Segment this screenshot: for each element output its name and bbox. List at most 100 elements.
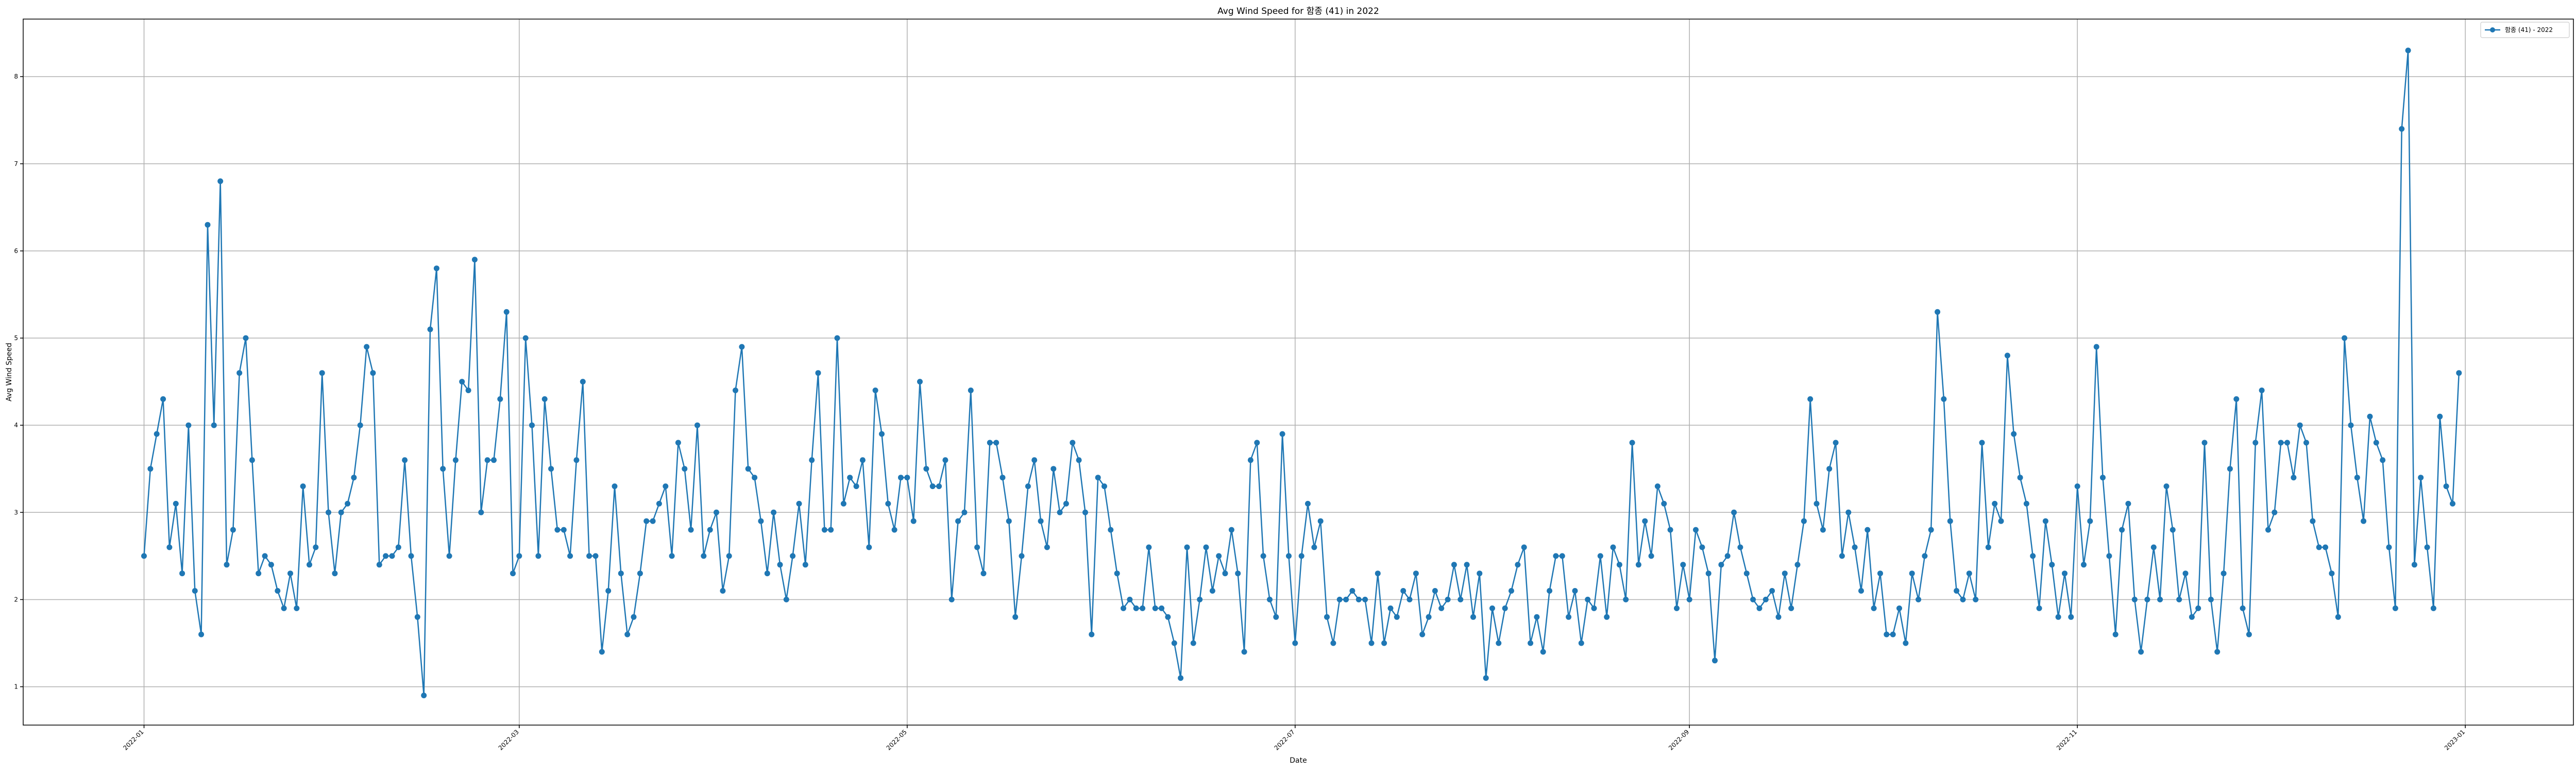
data-point <box>834 335 840 341</box>
data-point <box>2361 518 2367 524</box>
data-point <box>2100 475 2106 481</box>
data-point <box>707 527 713 533</box>
data-point <box>1686 596 1692 602</box>
data-point <box>160 396 166 402</box>
data-point <box>1979 440 1985 446</box>
data-point <box>1852 544 1858 550</box>
data-point <box>2354 475 2360 481</box>
data-point <box>1298 553 1304 559</box>
data-point <box>275 588 281 594</box>
data-point <box>2405 47 2411 54</box>
data-point <box>1152 605 1158 611</box>
data-point <box>1865 527 1871 533</box>
data-point <box>1121 605 1126 611</box>
y-tick-label: 6 <box>14 247 18 255</box>
data-point <box>2087 518 2093 524</box>
data-point <box>541 396 548 402</box>
x-tick-label: 2022-07 <box>1273 728 1296 751</box>
data-point <box>1635 562 1641 568</box>
data-point <box>701 553 707 559</box>
data-point <box>2119 527 2125 533</box>
data-point <box>592 553 599 559</box>
data-point <box>1578 640 1584 646</box>
data-point <box>1877 570 1883 577</box>
data-point <box>1267 596 1273 602</box>
data-point <box>319 370 325 376</box>
data-point <box>694 422 700 428</box>
data-point <box>1985 544 1991 550</box>
data-point <box>1928 527 1934 533</box>
data-point <box>2150 544 2157 550</box>
data-point <box>1935 309 1941 315</box>
data-point <box>573 457 580 463</box>
x-tick-label: 2022-09 <box>1667 728 1690 751</box>
data-point <box>332 570 338 577</box>
data-point <box>459 379 465 385</box>
data-point <box>980 570 987 577</box>
data-point <box>1604 614 1610 620</box>
data-point <box>1209 588 1215 594</box>
data-point <box>885 500 891 507</box>
data-point <box>516 553 522 559</box>
data-point <box>1171 640 1177 646</box>
data-point <box>2182 570 2189 577</box>
data-point <box>1044 544 1050 550</box>
data-point <box>624 631 631 637</box>
data-point <box>618 570 624 577</box>
data-point <box>1362 596 1368 602</box>
data-point <box>554 527 561 533</box>
data-point <box>891 527 897 533</box>
data-point <box>853 483 859 490</box>
data-point <box>1693 527 1699 533</box>
data-point <box>1597 553 1603 559</box>
data-point <box>1464 562 1470 568</box>
x-tick-label: 2022-01 <box>122 728 145 751</box>
data-point <box>236 370 243 376</box>
data-point <box>2418 475 2424 481</box>
data-point <box>402 457 408 463</box>
data-point <box>1960 596 1966 602</box>
data-point <box>1076 457 1082 463</box>
data-point <box>1623 596 1629 602</box>
data-point <box>338 509 344 515</box>
data-point <box>1089 631 1095 637</box>
data-point <box>840 500 846 507</box>
data-point <box>440 466 446 472</box>
data-point <box>370 370 376 376</box>
data-point <box>1954 588 1960 594</box>
data-point <box>2112 631 2119 637</box>
data-point <box>1534 614 1540 620</box>
data-point <box>2348 422 2354 428</box>
data-point <box>580 379 586 385</box>
data-point <box>313 544 319 550</box>
data-point <box>752 475 758 481</box>
data-point <box>904 475 910 481</box>
data-point <box>1559 553 1565 559</box>
data-point <box>1998 518 2004 524</box>
data-point <box>1279 431 1285 437</box>
data-point <box>1413 570 1419 577</box>
x-axis: 2022-01 2022-03 2022-05 2022-07 2022-09 2022-… <box>122 725 2466 752</box>
data-point <box>1750 596 1756 602</box>
data-point <box>2259 388 2265 393</box>
data-point <box>307 562 312 568</box>
data-point <box>1489 605 1495 611</box>
data-point <box>2284 440 2290 446</box>
data-point <box>2386 544 2392 550</box>
data-point <box>2411 562 2417 568</box>
data-point <box>2373 440 2379 446</box>
data-point <box>1012 614 1019 620</box>
data-point <box>2062 570 2067 577</box>
data-point <box>1839 553 1845 559</box>
data-point <box>211 422 217 428</box>
data-point <box>2068 614 2074 620</box>
legend: 함종 (41) - 2022 <box>2480 22 2570 38</box>
data-point <box>1718 562 1724 568</box>
data-point <box>1528 640 1534 646</box>
data-point <box>141 553 147 559</box>
data-point <box>726 553 732 559</box>
data-point <box>2074 483 2080 490</box>
data-point <box>1814 500 1820 507</box>
x-tick-label: 2022-05 <box>885 728 908 751</box>
data-point <box>2367 413 2373 419</box>
